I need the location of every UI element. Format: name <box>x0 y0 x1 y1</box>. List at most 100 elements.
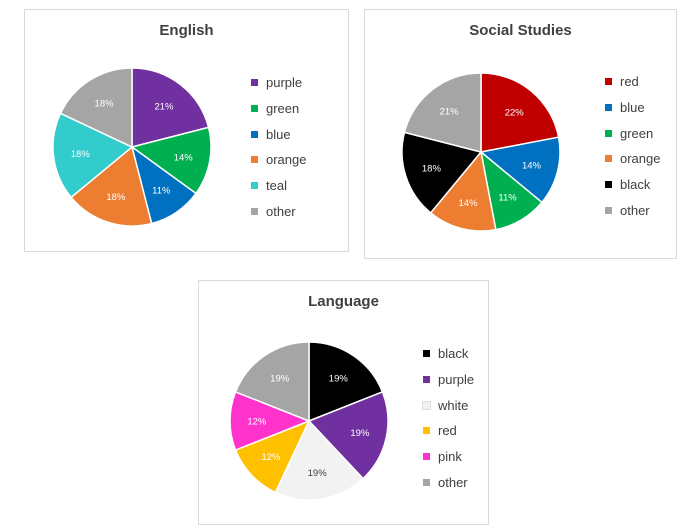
data-label-red: 12% <box>261 452 281 463</box>
pie-slice-purple <box>131 67 210 148</box>
legend-label: teal <box>266 178 287 194</box>
chart-panel-language: Language 19% 19% 19% 12% 12% 19% black purple w… <box>198 280 489 525</box>
legend-label: blue <box>266 126 291 142</box>
pie-slice-black <box>308 341 384 423</box>
legend-swatch <box>251 182 258 190</box>
legend-swatch <box>423 478 430 486</box>
data-label-black: 19% <box>329 373 349 384</box>
pie-slice-other <box>59 67 133 149</box>
data-label-red: 22% <box>505 107 525 118</box>
legend-label: orange <box>620 151 661 167</box>
legend-swatch <box>605 181 612 189</box>
data-label-blue: 11% <box>152 186 171 197</box>
legend-item-red: red <box>423 418 474 444</box>
legend-swatch <box>251 79 258 87</box>
legend: red blue green orange black other <box>605 69 660 223</box>
legend-label: red <box>620 74 639 90</box>
pie-slice-red <box>234 419 311 494</box>
pie-slice-orange <box>70 145 153 227</box>
legend-swatch <box>605 155 612 163</box>
legend-item-black: black <box>605 172 660 198</box>
legend-swatch <box>423 453 430 461</box>
data-label-orange: 14% <box>459 198 479 209</box>
legend-swatch <box>251 105 258 113</box>
chart-panel-english: English 21% 14% 11% 18% 18% 18% purple green bl… <box>24 9 349 252</box>
legend-label: green <box>620 125 654 141</box>
legend-swatch <box>423 376 430 384</box>
data-label-purple: 21% <box>154 101 174 112</box>
data-label-black: 18% <box>422 164 442 175</box>
legend-label: other <box>438 474 468 490</box>
legend-item-teal: teal <box>251 173 306 199</box>
legend-label: green <box>266 101 300 117</box>
pie-chart: 21% 14% 11% 18% 18% 18% <box>52 67 212 227</box>
legend-item-white: white <box>422 392 474 418</box>
pie-chart: 22% 14% 11% 14% 18% 21% <box>401 72 561 232</box>
legend-item-black: black <box>423 341 474 367</box>
chart-title: English <box>159 22 214 39</box>
legend-swatch <box>605 129 612 137</box>
pie-slice-orange <box>429 150 497 232</box>
pie-slice-pink <box>229 390 312 452</box>
legend-item-green: green <box>251 96 306 122</box>
legend-item-other: other <box>251 198 306 224</box>
pie-slice-teal <box>52 112 134 199</box>
legend: black purple white red pink other <box>422 341 474 495</box>
chart-panel-social-studies: Social Studies 22% 14% 11% 14% 18% 21% red blu… <box>364 9 677 259</box>
legend-item-other: other <box>423 469 474 495</box>
data-label-green: 14% <box>174 152 194 163</box>
data-label-green: 11% <box>498 192 517 203</box>
chart-title: Social Studies <box>469 22 572 39</box>
pie-slice-white <box>274 419 365 501</box>
legend-label: other <box>266 203 296 219</box>
pie-slice-blue <box>479 136 561 204</box>
legend-item-orange: orange <box>605 146 660 172</box>
legend-swatch <box>423 350 430 358</box>
legend: purple green blue orange teal other <box>251 70 306 224</box>
legend-label: orange <box>266 152 307 168</box>
legend-label: purple <box>266 75 303 91</box>
legend-item-other: other <box>605 197 660 223</box>
data-label-other: 19% <box>270 373 290 384</box>
legend-item-purple: purple <box>251 70 306 96</box>
legend-item-blue: blue <box>605 95 660 121</box>
data-label-teal: 18% <box>71 149 91 160</box>
legend-item-orange: orange <box>251 147 306 173</box>
data-label-other: 21% <box>440 106 460 117</box>
pie-slice-red <box>480 72 560 153</box>
legend-label: pink <box>438 449 462 465</box>
legend-swatch <box>423 427 430 435</box>
chart-title: Language <box>308 293 379 310</box>
legend-label: other <box>620 202 650 218</box>
legend-swatch <box>605 78 612 86</box>
data-label-purple: 19% <box>350 428 370 439</box>
pie-slice-other <box>234 341 310 423</box>
legend-swatch <box>251 156 258 164</box>
legend-swatch <box>251 207 258 215</box>
data-label-orange: 18% <box>106 192 126 203</box>
legend-swatch <box>422 400 431 410</box>
legend-label: white <box>438 397 469 413</box>
pie-slice-other <box>403 72 482 153</box>
legend-item-red: red <box>605 69 660 95</box>
legend-label: black <box>620 177 651 193</box>
legend-label: red <box>438 423 457 439</box>
data-label-other: 18% <box>95 98 115 109</box>
pie-slice-purple <box>307 390 389 480</box>
data-label-pink: 12% <box>247 417 267 428</box>
legend-item-blue: blue <box>251 121 306 147</box>
pie-slice-black <box>401 131 483 214</box>
legend-swatch <box>605 104 612 112</box>
legend-swatch <box>251 130 258 138</box>
legend-item-green: green <box>605 120 660 146</box>
legend-item-pink: pink <box>423 444 474 470</box>
data-label-white: 19% <box>308 468 328 479</box>
legend-label: purple <box>438 372 475 388</box>
pie-chart: 19% 19% 19% 12% 12% 19% <box>229 341 389 501</box>
pie-slice-green <box>130 126 212 195</box>
legend-swatch <box>605 206 612 214</box>
legend-label: black <box>438 346 469 362</box>
data-label-blue: 14% <box>522 160 542 171</box>
legend-item-purple: purple <box>423 367 474 393</box>
legend-label: blue <box>620 100 645 116</box>
